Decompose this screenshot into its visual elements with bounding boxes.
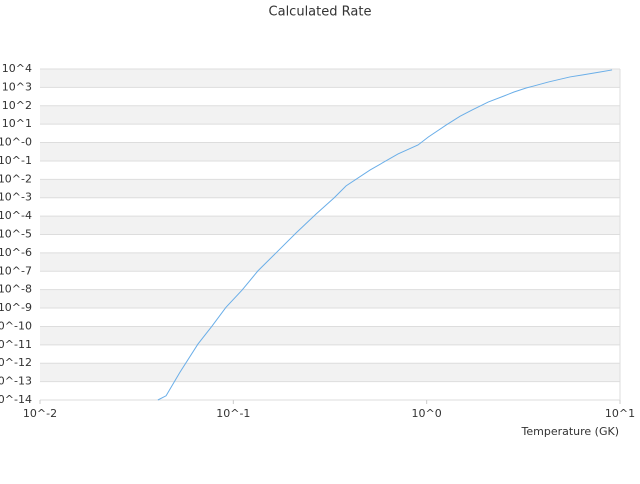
grid-band bbox=[40, 142, 620, 161]
y-tick-label: 10^-9 bbox=[0, 301, 32, 314]
chart-title: Calculated Rate bbox=[269, 5, 372, 20]
y-tick-label: 10^-5 bbox=[0, 228, 32, 241]
grid-band bbox=[40, 179, 620, 198]
grid-band bbox=[40, 216, 620, 235]
x-axis-label: Temperature (GK) bbox=[521, 425, 620, 438]
y-tick-label: 10^-8 bbox=[0, 283, 32, 296]
y-tick-label: 10^-14 bbox=[0, 393, 32, 406]
y-tick-label: 10^-13 bbox=[0, 375, 32, 388]
x-tick-label: 10^-1 bbox=[216, 407, 250, 420]
grid-band bbox=[40, 289, 620, 309]
y-tick-label: 10^-3 bbox=[0, 191, 32, 204]
data-line bbox=[157, 69, 613, 401]
y-tick-label: 10^-6 bbox=[0, 246, 32, 259]
y-tick-label: 10^-10 bbox=[0, 319, 32, 332]
y-tick-label: 10^2 bbox=[2, 99, 32, 112]
y-tick-label: 10^4 bbox=[2, 62, 32, 75]
grid-band bbox=[40, 363, 620, 382]
x-tick-label: 10^1 bbox=[605, 407, 635, 420]
x-tick-label: 10^0 bbox=[412, 407, 442, 420]
x-tick-label: 10^-2 bbox=[23, 407, 57, 420]
y-tick-label: 10^-4 bbox=[0, 209, 32, 222]
grid-band bbox=[40, 326, 620, 345]
grid-band bbox=[40, 252, 620, 272]
y-tick-label: 10^-1 bbox=[0, 154, 32, 167]
grid-band bbox=[40, 105, 620, 125]
y-tick-label: 10^3 bbox=[2, 80, 32, 93]
y-tick-label: 10^-2 bbox=[0, 172, 32, 185]
y-tick-label: 10^1 bbox=[2, 117, 32, 130]
y-tick-label: 10^-7 bbox=[0, 264, 32, 277]
y-tick-label: 10^-0 bbox=[0, 136, 32, 149]
grid-band bbox=[40, 69, 620, 88]
y-tick-label: 10^-12 bbox=[0, 356, 32, 369]
y-tick-label: 10^-11 bbox=[0, 338, 32, 351]
